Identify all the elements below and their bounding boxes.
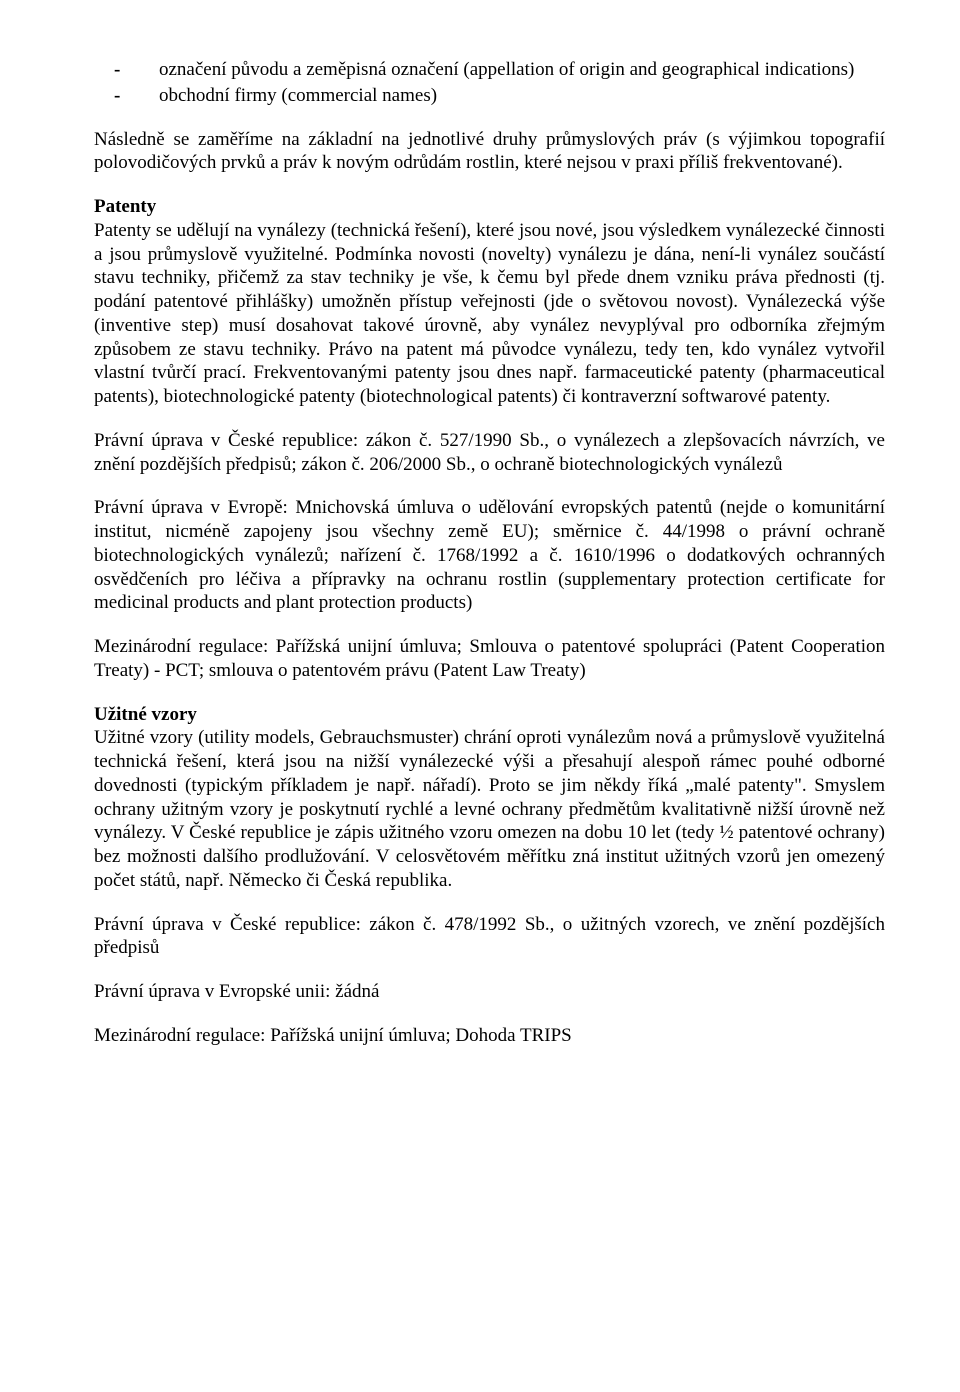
section-body: Patenty se udělují na vynálezy (technick…	[94, 219, 885, 409]
bullet-list: - označení původu a zeměpisná označení (…	[94, 58, 885, 108]
bullet-text: obchodní firmy (commercial names)	[159, 84, 885, 108]
patenty-cr: Právní úprava v České republice: zákon č…	[94, 429, 885, 477]
bullet-marker: -	[94, 84, 159, 108]
section-body: Užitné vzory (utility models, Gebrauchsm…	[94, 726, 885, 892]
section-heading: Patenty	[94, 195, 885, 219]
intro-paragraph: Následně se zaměříme na základní na jedn…	[94, 128, 885, 176]
patenty-eu: Právní úprava v Evropě: Mnichovská úmluv…	[94, 496, 885, 615]
section-patenty: Patenty Patenty se udělují na vynálezy (…	[94, 195, 885, 409]
bullet-item: - označení původu a zeměpisná označení (…	[94, 58, 885, 82]
uzitne-eu: Právní úprava v Evropské unii: žádná	[94, 980, 885, 1004]
bullet-marker: -	[94, 58, 159, 82]
patenty-intl: Mezinárodní regulace: Pařížská unijní úm…	[94, 635, 885, 683]
section-uzitne: Užitné vzory Užitné vzory (utility model…	[94, 703, 885, 893]
section-heading: Užitné vzory	[94, 703, 885, 727]
uzitne-cr: Právní úprava v České republice: zákon č…	[94, 913, 885, 961]
bullet-item: - obchodní firmy (commercial names)	[94, 84, 885, 108]
bullet-text: označení původu a zeměpisná označení (ap…	[159, 58, 885, 82]
uzitne-intl: Mezinárodní regulace: Pařížská unijní úm…	[94, 1024, 885, 1048]
